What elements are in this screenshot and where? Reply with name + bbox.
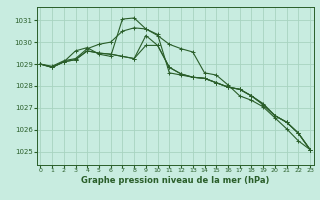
X-axis label: Graphe pression niveau de la mer (hPa): Graphe pression niveau de la mer (hPa) (81, 176, 269, 185)
